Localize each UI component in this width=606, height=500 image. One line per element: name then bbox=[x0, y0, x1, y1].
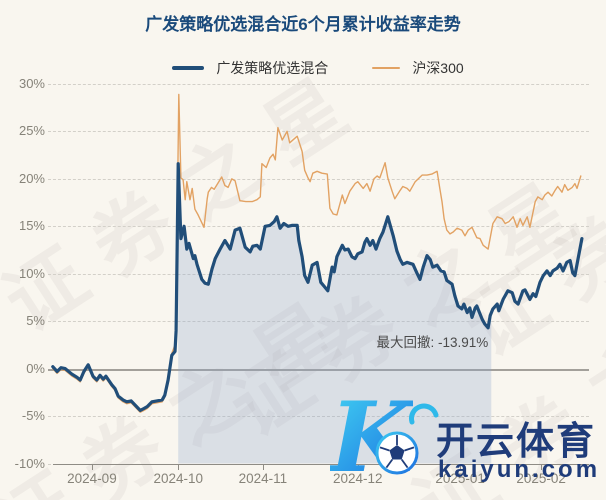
x-axis-tick bbox=[460, 464, 462, 470]
x-axis-label: 2024-10 bbox=[153, 470, 203, 486]
gridline bbox=[48, 178, 589, 180]
kaiyun-domain: kaiyun.com bbox=[438, 456, 601, 483]
x-axis-label: 2024-09 bbox=[67, 470, 117, 486]
chart-title: 广发策略优选混合近6个月累计收益率走势 bbox=[145, 15, 461, 34]
gridline bbox=[48, 84, 589, 85]
legend-item-fund: 广发策略优选混合 bbox=[172, 58, 328, 78]
swirl-icon bbox=[409, 403, 439, 425]
x-axis-tick bbox=[178, 464, 180, 470]
y-axis-label: 25% bbox=[18, 123, 45, 139]
x-axis-tick bbox=[91, 464, 93, 470]
kaiyun-cn-name: 开云体育 bbox=[436, 421, 597, 463]
x-axis-line bbox=[53, 463, 589, 465]
y-axis-label: -5% bbox=[21, 408, 45, 424]
y-axis-label: 15% bbox=[18, 218, 45, 234]
gridline bbox=[48, 226, 589, 228]
legend-label-index: 沪深300 bbox=[412, 60, 464, 76]
legend-label-fund: 广发策略优选混合 bbox=[216, 60, 329, 76]
max-drawdown-annotation: 最大回撤: -13.91% bbox=[376, 335, 489, 350]
y-axis-label: 30% bbox=[18, 76, 45, 91]
index-line-swatch-icon bbox=[372, 67, 401, 69]
y-axis-label: 20% bbox=[18, 170, 45, 186]
y-axis-label: 10% bbox=[18, 265, 45, 281]
legend-item-index: 沪深300 bbox=[372, 58, 464, 78]
x-axis-label: 2025-01 bbox=[435, 470, 485, 486]
x-axis-tick bbox=[357, 464, 359, 470]
kaiyun-logo: K 开云体育 kaiyun.com bbox=[322, 390, 606, 490]
x-axis-label: 2024-12 bbox=[323, 471, 393, 486]
x-axis-label: 2025-02 bbox=[516, 470, 566, 486]
soccer-ball-icon bbox=[375, 431, 419, 475]
drawdown-area bbox=[178, 163, 492, 464]
x-axis-tick bbox=[262, 464, 264, 470]
y-axis-label: -10% bbox=[14, 455, 45, 471]
zero-line bbox=[48, 368, 589, 371]
fund-line-swatch-icon bbox=[172, 66, 205, 70]
gridline bbox=[48, 131, 589, 133]
line-广发策略优选混合 bbox=[51, 162, 584, 412]
x-axis-label: 2024-11 bbox=[238, 470, 288, 486]
y-axis-label: 0% bbox=[26, 360, 45, 376]
gridline bbox=[48, 321, 589, 323]
chart-legend: 广发策略优选混合 沪深300 bbox=[48, 58, 588, 78]
x-axis-tick bbox=[541, 464, 543, 470]
gridline bbox=[48, 416, 589, 418]
y-axis-label: 5% bbox=[26, 313, 45, 329]
